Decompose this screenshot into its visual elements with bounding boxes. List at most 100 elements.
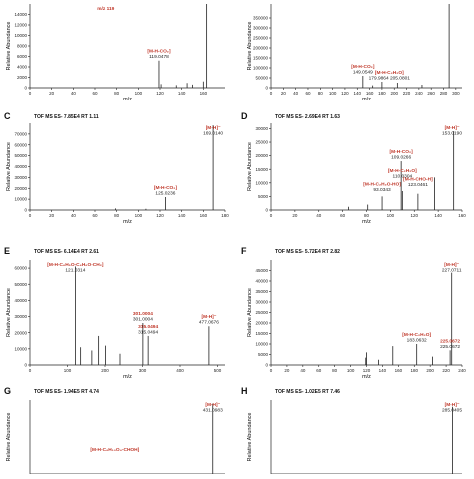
peak-mz-value: 301.0004 bbox=[133, 317, 153, 323]
spectrum-header: TOF MS ES- 5.72E4 RT 2.82 bbox=[275, 249, 340, 255]
x-tick-label: 120 bbox=[363, 368, 371, 373]
x-tick-label: 80 bbox=[364, 213, 370, 218]
x-tick-label: 0 bbox=[270, 368, 273, 373]
peak-mz-value: 225.0672 bbox=[440, 344, 460, 350]
y-tick-label: 350000 bbox=[253, 16, 269, 21]
peak-annotation: [M-H-CO₂] bbox=[147, 49, 171, 55]
x-tick-label: 60 bbox=[340, 213, 346, 218]
y-tick-label: 150000 bbox=[253, 56, 269, 61]
peak-annotation: [M-H-C₆H₅O-C₆H₆O-CH₂] bbox=[47, 262, 104, 268]
chart-g: G TOF MS ES- 1.94E5 RT 4.74 Relative Abund… bbox=[4, 386, 225, 475]
x-axis-label: m/z bbox=[123, 97, 132, 100]
y-tick-label: 20000 bbox=[14, 186, 27, 191]
x-tick-label: 120 bbox=[341, 91, 349, 96]
x-tick-label: 160 bbox=[458, 213, 466, 218]
y-tick-label: 30000 bbox=[255, 126, 268, 131]
x-axis-label: m/z bbox=[123, 219, 132, 225]
x-tick-label: 140 bbox=[354, 91, 362, 96]
peak-mz-value: 227.0711 bbox=[442, 268, 462, 274]
chart-e: E TOF MS ES- 6.14E4 RT 2.61 0 10000 20000 300… bbox=[4, 246, 225, 380]
x-tick-label: 0 bbox=[29, 213, 32, 218]
peak-mz-value: 123.0461 bbox=[408, 182, 428, 188]
peak-annotation: [M-H]⁻ bbox=[445, 402, 460, 408]
y-tick-label: 10000 bbox=[255, 180, 268, 185]
x-tick-label: 40 bbox=[71, 91, 77, 96]
x-tick-label: 40 bbox=[300, 368, 306, 373]
y-axis-label: Relative Abundance bbox=[247, 142, 253, 191]
x-tick-label: 160 bbox=[395, 368, 403, 373]
x-tick-label: 100 bbox=[135, 213, 143, 218]
y-tick-label: 35000 bbox=[255, 289, 268, 294]
panel-label: C bbox=[4, 111, 11, 121]
y-tick-label: 2000 bbox=[17, 75, 28, 80]
y-tick-label: 30000 bbox=[255, 300, 268, 305]
x-axis-label: m/z bbox=[362, 219, 371, 225]
x-tick-label: 60 bbox=[92, 213, 98, 218]
y-tick-label: 15000 bbox=[255, 167, 268, 172]
y-tick-label: 4000 bbox=[17, 65, 28, 70]
y-tick-label: 5000 bbox=[258, 352, 269, 357]
y-tick-label: 10000 bbox=[14, 33, 27, 38]
y-tick-label: 50000 bbox=[255, 76, 268, 81]
peak-annotation: m/z 119 bbox=[97, 6, 114, 12]
peak-mz-value: 285.0405 bbox=[442, 408, 462, 414]
y-tick-label: 60000 bbox=[14, 266, 27, 271]
x-tick-label: 80 bbox=[318, 91, 324, 96]
y-tick-label: 15000 bbox=[255, 331, 268, 336]
x-tick-label: 0 bbox=[270, 213, 273, 218]
spectrum-header: TOF MS ES- 1.02E5 RT 7.46 bbox=[275, 389, 340, 395]
x-tick-label: 40 bbox=[316, 213, 322, 218]
peak-mz-value: 477.0676 bbox=[199, 320, 219, 326]
peak-annotation: 225.0672 bbox=[440, 338, 460, 344]
y-tick-label: 6000 bbox=[17, 54, 28, 59]
x-tick-label: 20 bbox=[49, 91, 55, 96]
y-tick-label: 70000 bbox=[14, 131, 27, 136]
y-tick-label: 30000 bbox=[14, 314, 27, 319]
chart-a: 0 2000 4000 6000 8000 10000 12000 14000 0 20 40 60 8… bbox=[6, 4, 225, 103]
x-tick-label: 180 bbox=[221, 213, 229, 218]
x-tick-label: 0 bbox=[29, 368, 32, 373]
x-tick-label: 200 bbox=[101, 368, 109, 373]
panel-h: H TOF MS ES- 1.02E5 RT 7.46 Relative Abund… bbox=[237, 380, 474, 475]
peak-annotation: [M-H-CO₂] bbox=[390, 149, 414, 155]
x-tick-label: 0 bbox=[270, 91, 273, 96]
peak-annotation: 315.0494 bbox=[138, 324, 158, 330]
x-tick-label: 60 bbox=[305, 91, 311, 96]
x-tick-label: 160 bbox=[366, 91, 374, 96]
peak-annotation: [M-H-C₂H₂O] bbox=[388, 168, 417, 174]
panel-c: C TOF MS ES- 7.85E4 RT 1.11 0 10000 20000 300… bbox=[0, 105, 237, 225]
y-tick-label: 0 bbox=[265, 86, 268, 91]
x-tick-label: 100 bbox=[64, 368, 72, 373]
x-tick-label: 80 bbox=[114, 91, 120, 96]
y-tick-label: 25000 bbox=[255, 140, 268, 145]
x-tick-label: 40 bbox=[293, 91, 299, 96]
peak-annotation: 301.0004 bbox=[133, 311, 153, 317]
y-tick-label: 0 bbox=[24, 208, 27, 213]
y-axis-label: Relative Abundance bbox=[247, 413, 253, 462]
x-tick-label: 80 bbox=[114, 213, 120, 218]
peak-mz-value: 125.0236 bbox=[155, 190, 175, 196]
y-tick-label: 40000 bbox=[255, 279, 268, 284]
x-axis-label: m/z bbox=[362, 97, 371, 100]
y-tick-label: 20000 bbox=[255, 321, 268, 326]
x-tick-label: 20 bbox=[292, 213, 298, 218]
y-tick-label: 0 bbox=[265, 208, 268, 213]
peak-mz-value: 93.0343 bbox=[373, 187, 391, 193]
x-tick-label: 100 bbox=[135, 91, 143, 96]
peak-mz-value: 153.0190 bbox=[442, 131, 462, 137]
peak-annotation: [M-H]⁻ bbox=[445, 125, 460, 131]
spectrum-header: TOF MS ES- 7.85E4 RT 1.11 bbox=[34, 114, 99, 120]
x-tick-label: 160 bbox=[200, 91, 208, 96]
y-tick-label: 10000 bbox=[14, 197, 27, 202]
x-tick-label: 100 bbox=[347, 368, 355, 373]
x-tick-label: 60 bbox=[92, 91, 98, 96]
x-tick-label: 60 bbox=[316, 368, 322, 373]
y-tick-label: 0 bbox=[24, 86, 27, 91]
y-tick-label: 300000 bbox=[253, 26, 269, 31]
y-tick-label: 12000 bbox=[14, 23, 27, 28]
y-tick-label: 200000 bbox=[253, 46, 269, 51]
x-tick-label: 120 bbox=[156, 213, 164, 218]
peak-mz-value: 119.0478 bbox=[149, 54, 169, 60]
peak-mz-value: 149.0549 bbox=[353, 70, 373, 76]
x-tick-label: 20 bbox=[281, 91, 287, 96]
